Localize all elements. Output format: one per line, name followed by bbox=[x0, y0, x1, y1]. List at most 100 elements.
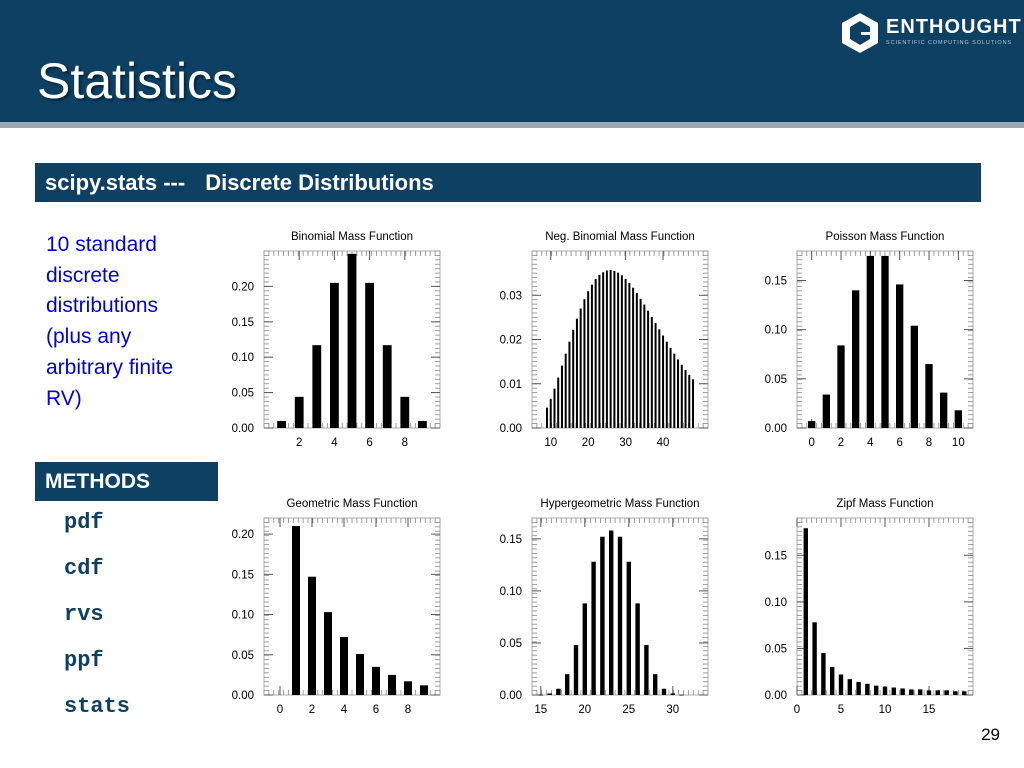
bar bbox=[372, 666, 380, 695]
x-tick-label: 25 bbox=[622, 704, 635, 716]
bar bbox=[587, 291, 590, 428]
x-tick-label: 0 bbox=[277, 704, 283, 716]
bar bbox=[582, 603, 587, 695]
bar bbox=[617, 536, 623, 695]
plot-frame bbox=[263, 517, 441, 696]
chart-title: Binomial Mass Function bbox=[291, 231, 413, 243]
bar bbox=[620, 275, 623, 428]
bar bbox=[665, 341, 668, 428]
x-tick-label: 15 bbox=[534, 704, 547, 716]
x-tick-label: 30 bbox=[666, 704, 679, 716]
slide-title: Statistics bbox=[37, 53, 238, 109]
bar bbox=[556, 688, 561, 695]
bar bbox=[277, 420, 286, 428]
chart-title: Hypergeometric Mass Function bbox=[540, 498, 699, 510]
x-tick-label: 5 bbox=[838, 704, 844, 716]
bar bbox=[661, 688, 667, 695]
method-item: ppf bbox=[64, 648, 104, 673]
bar bbox=[418, 420, 427, 428]
bar bbox=[568, 341, 571, 428]
y-tick-label: 0.05 bbox=[232, 650, 254, 662]
y-tick-label: 0.05 bbox=[500, 638, 522, 650]
bar bbox=[891, 687, 896, 695]
x-tick-label: 15 bbox=[923, 704, 936, 716]
x-tick-label: 6 bbox=[373, 704, 379, 716]
y-tick-label: 0.00 bbox=[765, 690, 787, 702]
bar bbox=[404, 681, 412, 695]
bar bbox=[856, 681, 861, 695]
bar bbox=[847, 679, 852, 695]
y-tick-label: 0.10 bbox=[232, 352, 254, 364]
bar bbox=[684, 370, 687, 428]
bar bbox=[635, 293, 638, 428]
bar bbox=[918, 689, 923, 695]
logo-tagline: SCIENTIFIC COMPUTING SOLUTIONS bbox=[886, 40, 1013, 46]
y-tick-label: 0.02 bbox=[500, 335, 522, 347]
bar bbox=[654, 323, 657, 428]
y-tick-label: 0.00 bbox=[232, 690, 254, 702]
bar bbox=[609, 530, 614, 695]
enthought-logo-icon bbox=[842, 13, 878, 53]
y-tick-label: 0.05 bbox=[232, 388, 254, 400]
x-tick-label: 20 bbox=[582, 437, 595, 449]
bar bbox=[954, 410, 962, 428]
bar bbox=[900, 688, 905, 695]
y-tick-label: 0.10 bbox=[765, 597, 787, 609]
bar bbox=[617, 272, 620, 428]
y-tick-label: 0.05 bbox=[765, 374, 787, 386]
x-tick-label: 4 bbox=[867, 437, 874, 449]
y-tick-label: 0.00 bbox=[765, 423, 787, 435]
bar bbox=[565, 674, 570, 695]
x-tick-label: 30 bbox=[619, 437, 632, 449]
y-tick-label: 0.10 bbox=[765, 325, 787, 337]
methods-list: pdf cdf rvs ppf stats bbox=[64, 508, 130, 738]
bar bbox=[547, 693, 552, 695]
chart-title: Neg. Binomial Mass Function bbox=[545, 231, 695, 243]
binomial-chart: Binomial Mass Function 0.00 0.05 0.10 0.15 0.… bbox=[232, 231, 441, 449]
bar bbox=[935, 690, 940, 695]
bar bbox=[594, 278, 597, 428]
enthought-logo: ENTHOUGHT SCIENTIFIC COMPUTING SOLUTIONS bbox=[840, 12, 1021, 56]
bar bbox=[925, 364, 933, 428]
bar bbox=[896, 284, 904, 428]
bar bbox=[940, 392, 948, 428]
bar bbox=[670, 693, 675, 695]
bar bbox=[669, 347, 672, 428]
x-tick-label: 20 bbox=[578, 704, 591, 716]
geometric-chart: Geometric Mass Function 0.00 0.05 0.10 0.15 0… bbox=[232, 498, 441, 716]
bar bbox=[557, 377, 560, 428]
y-tick-label: 0.15 bbox=[765, 550, 787, 562]
bar bbox=[545, 407, 548, 428]
bar bbox=[910, 325, 918, 428]
x-tick-label: 40 bbox=[657, 437, 670, 449]
section-bar: scipy.stats --- Discrete Distributions bbox=[35, 163, 981, 202]
bar bbox=[658, 329, 661, 428]
x-tick-label: 8 bbox=[402, 437, 408, 449]
bar bbox=[692, 379, 695, 428]
bar bbox=[632, 287, 635, 428]
chart-title: Poisson Mass Function bbox=[826, 231, 945, 243]
bar bbox=[679, 694, 684, 696]
bar bbox=[837, 345, 845, 428]
y-tick-label: 0.15 bbox=[765, 276, 787, 288]
method-item: stats bbox=[64, 694, 131, 719]
bar bbox=[650, 316, 653, 428]
y-tick-label: 0.00 bbox=[232, 423, 254, 435]
y-tick-label: 0.15 bbox=[500, 534, 522, 546]
bar bbox=[821, 653, 826, 695]
x-tick-label: 2 bbox=[309, 704, 315, 716]
bar bbox=[382, 345, 392, 428]
x-tick-label: 10 bbox=[879, 704, 892, 716]
methods-header: METHODS bbox=[35, 462, 218, 501]
bar bbox=[644, 645, 649, 695]
y-tick-label: 0.10 bbox=[500, 586, 522, 598]
x-tick-label: 10 bbox=[952, 437, 965, 449]
minor-ticks bbox=[263, 517, 441, 696]
x-tick-label: 4 bbox=[331, 437, 338, 449]
bar bbox=[680, 364, 683, 428]
distribution-description: 10 standard discrete distributions (plus… bbox=[46, 233, 174, 410]
x-tick-label: 2 bbox=[838, 437, 844, 449]
method-item: pdf bbox=[64, 510, 104, 535]
x-tick-label: 6 bbox=[366, 437, 372, 449]
bar bbox=[602, 272, 605, 428]
